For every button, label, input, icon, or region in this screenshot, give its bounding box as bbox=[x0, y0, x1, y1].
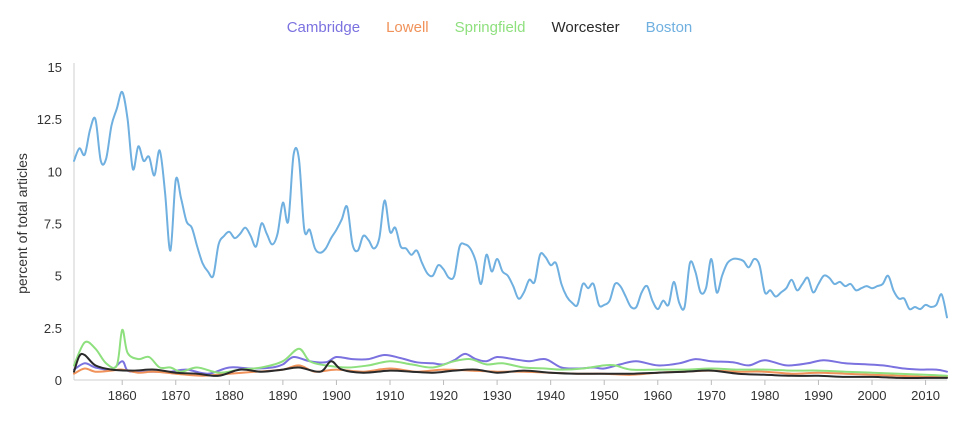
y-tick-label: 5 bbox=[55, 269, 62, 284]
x-tick-label: 1960 bbox=[643, 388, 672, 403]
x-tick-label: 1970 bbox=[697, 388, 726, 403]
legend: Cambridge Lowell Springfield Worcester Bosto… bbox=[0, 16, 955, 40]
x-tick-label: 1870 bbox=[161, 388, 190, 403]
y-tick-label: 10 bbox=[48, 164, 62, 179]
x-tick-label: 1930 bbox=[483, 388, 512, 403]
y-tick-label: 12.5 bbox=[37, 112, 62, 127]
x-tick-label: 2000 bbox=[858, 388, 887, 403]
x-tick-label: 2010 bbox=[911, 388, 940, 403]
y-tick-label: 7.5 bbox=[44, 217, 62, 232]
series-line-worcester bbox=[73, 352, 948, 379]
legend-item-worcester: Worcester bbox=[551, 19, 620, 36]
series-line-cambridge bbox=[73, 352, 948, 375]
x-tick-label: 1910 bbox=[376, 388, 405, 403]
y-tick-label: 2.5 bbox=[44, 321, 62, 336]
x-tick-label: 1900 bbox=[322, 388, 351, 403]
legend-item-springfield: Springfield bbox=[454, 19, 526, 36]
x-tick-label: 1920 bbox=[429, 388, 458, 403]
x-tick-label: 1890 bbox=[268, 388, 297, 403]
x-tick-label: 1950 bbox=[590, 388, 619, 403]
x-tick-label: 1860 bbox=[108, 388, 137, 403]
x-tick-label: 1990 bbox=[804, 388, 833, 403]
y-tick-label: 0 bbox=[55, 373, 62, 388]
x-tick-label: 1940 bbox=[536, 388, 565, 403]
x-tick-label: 1980 bbox=[750, 388, 779, 403]
y-axis-label: percent of total articles bbox=[14, 153, 30, 294]
x-tick-label: 1880 bbox=[215, 388, 244, 403]
y-tick-label: 15 bbox=[48, 60, 62, 75]
series-line-springfield bbox=[73, 328, 948, 377]
legend-item-cambridge: Cambridge bbox=[286, 19, 361, 36]
legend-item-lowell: Lowell bbox=[386, 19, 429, 36]
series-line-boston bbox=[73, 90, 948, 319]
legend-item-boston: Boston bbox=[645, 19, 693, 36]
